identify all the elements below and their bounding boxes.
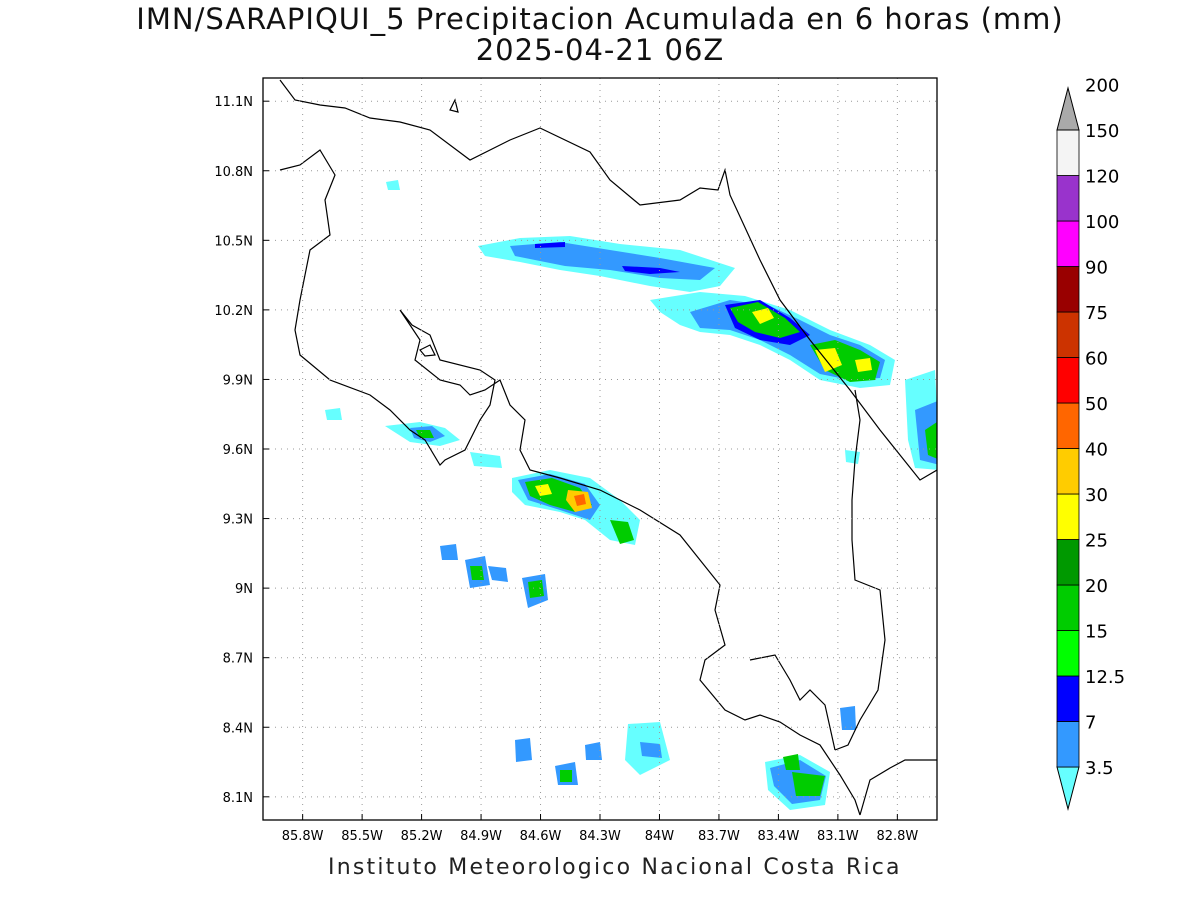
colorbar-swatch [1056, 675, 1080, 722]
colorbar-swatch [1056, 539, 1080, 586]
colorbar-label: 100 [1085, 212, 1119, 233]
lat-tick-label: 9N [235, 582, 253, 597]
precipitation-field [325, 180, 937, 810]
lon-tick-label: 85.8W [282, 829, 324, 844]
colorbar-swatch [1056, 630, 1080, 677]
map-grid [263, 78, 937, 820]
map-title: IMN/SARAPIQUI_5 Precipitacion Acumulada … [136, 2, 1064, 36]
lat-tick-label: 10.8N [214, 165, 253, 180]
lat-tick-label: 10.2N [214, 304, 253, 319]
colorbar-label: 90 [1085, 258, 1108, 279]
lon-tick-label: 83.7W [698, 829, 740, 844]
lon-tick-label: 84.9W [460, 829, 502, 844]
colorbar-label: 150 [1085, 121, 1119, 142]
coastline [279, 79, 937, 816]
lat-tick-label: 9.3N [223, 513, 253, 528]
colorbar-label: 30 [1085, 485, 1108, 506]
colorbar-max-triangle [1056, 86, 1080, 131]
colorbar-label: 15 [1085, 622, 1108, 643]
lon-tick-label: 83.1W [817, 829, 859, 844]
lon-tick-label: 85.2W [401, 829, 443, 844]
colorbar-swatch [1056, 448, 1080, 495]
colorbar-label: 12.5 [1085, 667, 1125, 688]
colorbar-swatch [1056, 266, 1080, 313]
colorbar-swatch [1056, 311, 1080, 358]
lat-tick-label: 11.1N [214, 95, 253, 110]
colorbar: 3.5 7 12.5 15 20 25 30 40 50 60 75 90 100 120 150 200 [1056, 76, 1125, 811]
colorbar-label: 20 [1085, 576, 1108, 597]
map-date: 2025-04-21 06Z [475, 33, 725, 67]
lon-tick-label: 85.5W [341, 829, 383, 844]
colorbar-label: 25 [1085, 531, 1108, 552]
lat-tick-label: 9.9N [223, 373, 253, 388]
lat-tick-label: 8.7N [223, 652, 253, 667]
footer-credit: Instituto Meteorologico Nacional Costa R… [328, 855, 902, 880]
lon-tick-label: 84.3W [579, 829, 621, 844]
lon-tick-label: 83.4W [758, 829, 800, 844]
colorbar-label: 7 [1085, 713, 1096, 734]
colorbar-label: 50 [1085, 394, 1108, 415]
colorbar-swatch [1056, 584, 1080, 631]
colorbar-label: 120 [1085, 167, 1119, 188]
colorbar-swatch [1056, 402, 1080, 449]
lat-tick-label: 10.5N [214, 234, 253, 249]
lon-tick-labels: 85.8W 85.5W 85.2W 84.9W 84.6W 84.3W 84W 83.7W 83… [282, 829, 919, 844]
colorbar-min-triangle [1056, 766, 1080, 811]
colorbar-swatch [1056, 493, 1080, 540]
map-frame [262, 77, 938, 821]
colorbar-swatch [1056, 175, 1080, 222]
colorbar-swatch [1056, 129, 1080, 176]
colorbar-swatch [1056, 220, 1080, 267]
colorbar-swatch [1056, 721, 1080, 768]
colorbar-label: 200 [1085, 76, 1119, 97]
colorbar-label: 40 [1085, 440, 1108, 461]
colorbar-label: 60 [1085, 349, 1108, 370]
colorbar-swatch [1056, 357, 1080, 404]
lat-tick-label: 8.4N [223, 721, 253, 736]
lon-tick-label: 84.6W [520, 829, 562, 844]
lon-tick-label: 84W [645, 829, 675, 844]
lat-tick-labels: 11.1N 10.8N 10.5N 10.2N 9.9N 9.6N 9.3N 9N 8.7N 8.… [214, 95, 253, 806]
colorbar-label: 75 [1085, 303, 1108, 324]
lat-tick-label: 9.6N [223, 443, 253, 458]
colorbar-label: 3.5 [1085, 758, 1114, 779]
lon-tick-label: 82.8W [876, 829, 918, 844]
lat-tick-label: 8.1N [223, 791, 253, 806]
